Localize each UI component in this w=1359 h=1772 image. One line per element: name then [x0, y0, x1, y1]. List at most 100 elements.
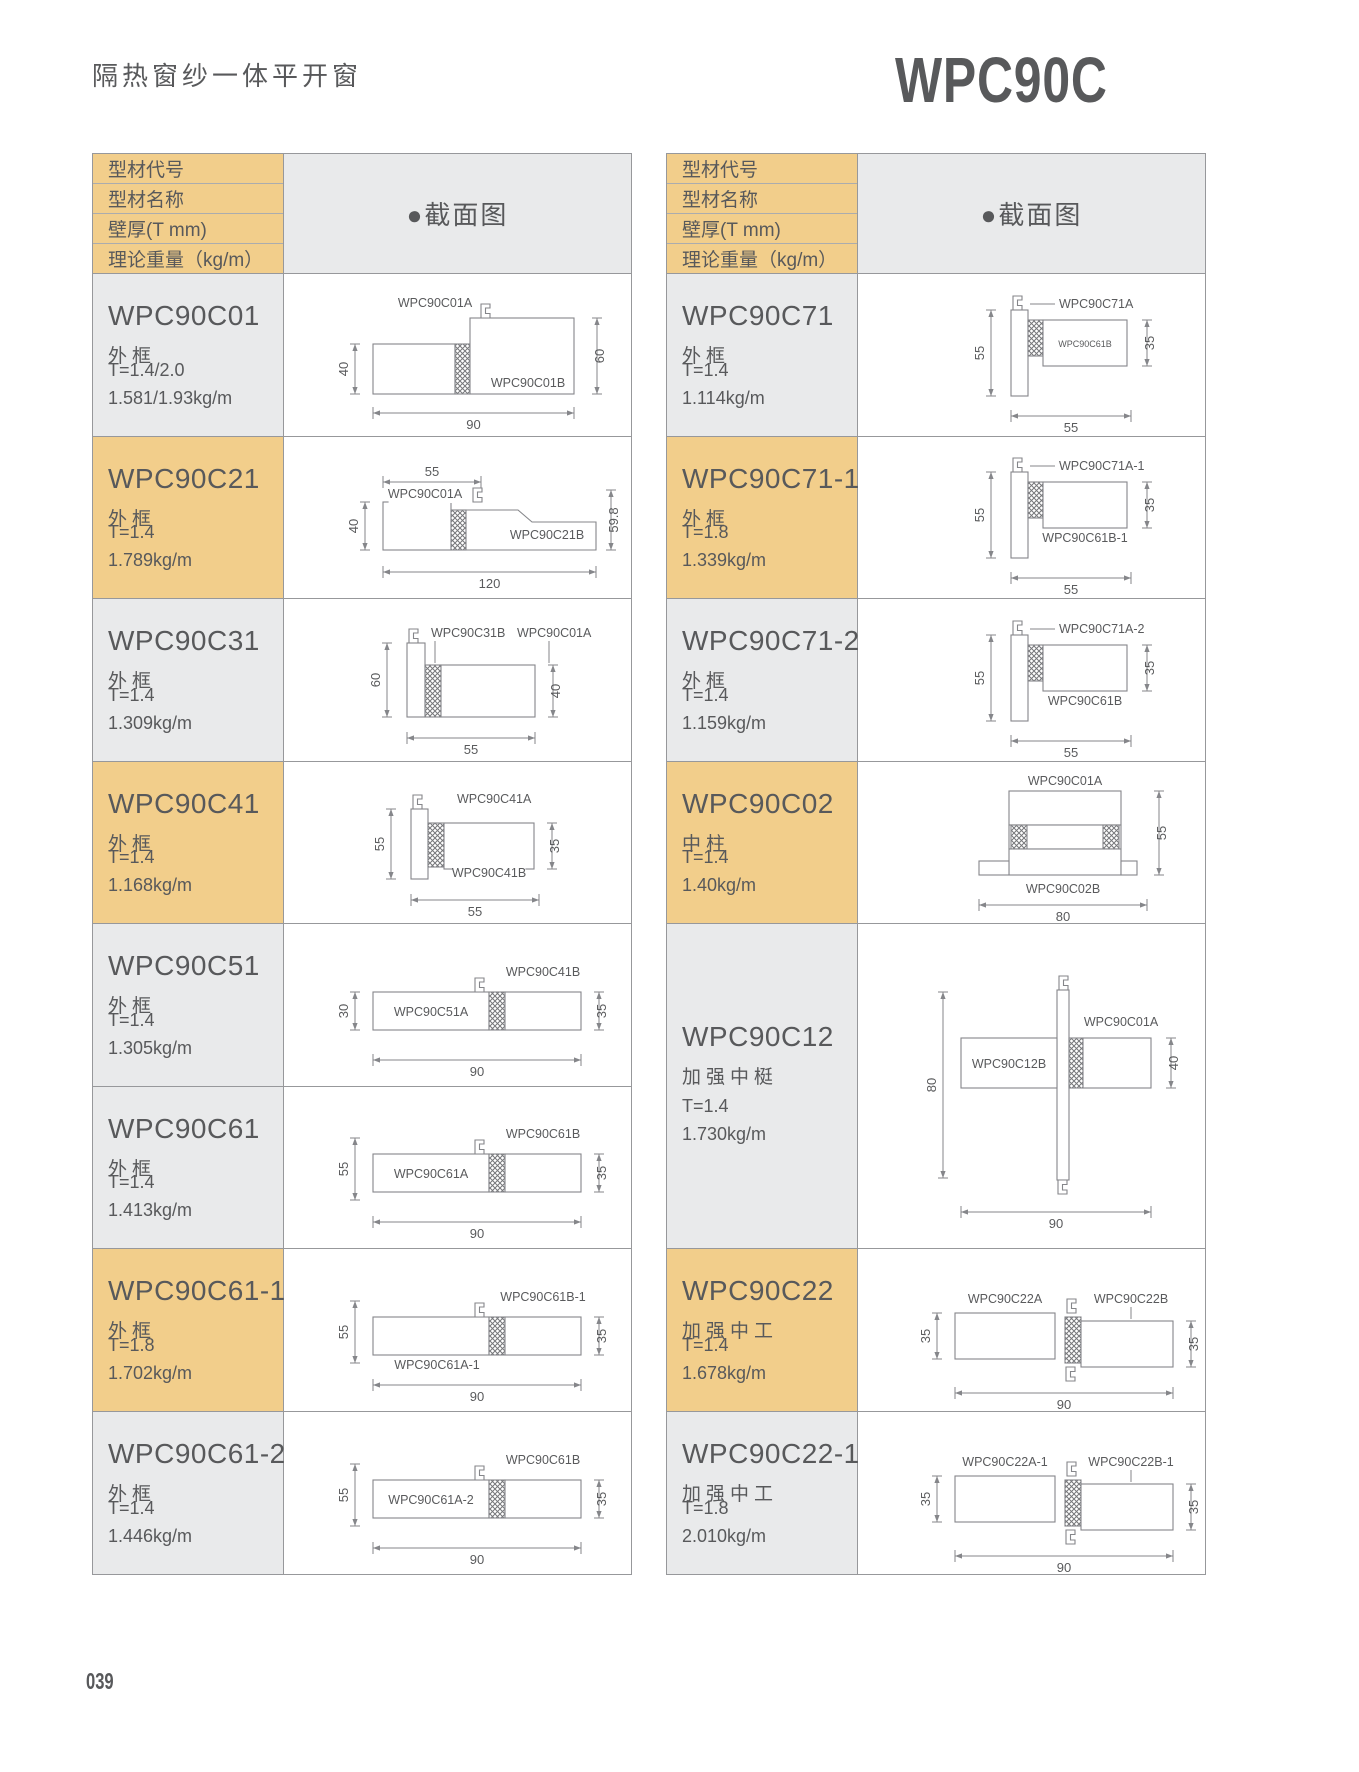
svg-text:WPC90C01B: WPC90C01B: [490, 376, 564, 390]
profile-name: 外框: [682, 508, 731, 530]
profile-thickness: T=1.4: [682, 1096, 729, 1116]
profile-code: WPC90C22: [682, 1275, 834, 1306]
profile-row: WPC90C02 中柱 T=1.4 1.40kg/m WPC90C01A WPC90C02…: [667, 761, 1205, 924]
profile-code: WPC90C61-1: [108, 1275, 286, 1306]
profile-thickness: T=1.8: [682, 1498, 729, 1518]
profile-thickness: T=1.4: [108, 847, 155, 867]
profile-name: 加强中工: [682, 1321, 779, 1342]
profile-name: 加强中梃: [682, 1067, 779, 1088]
svg-text:WPC90C41B: WPC90C41B: [451, 866, 525, 880]
svg-text:55: 55: [1063, 745, 1077, 759]
profile-specs: T=1.4 1.413kg/m: [108, 1168, 192, 1224]
profile-specs: T=1.8 2.010kg/m: [682, 1494, 766, 1550]
profile-code: WPC90C12: [682, 1021, 834, 1052]
profile-row: WPC90C61-2 外框 T=1.4 1.446kg/m WPC90C61B WPC90…: [93, 1411, 631, 1574]
header-cell: 型材代号: [667, 154, 857, 184]
profile-info-cell: WPC90C22 加强中工 T=1.4 1.678kg/m: [667, 1249, 858, 1411]
svg-text:90: 90: [469, 1064, 483, 1079]
profile-name: 外框: [682, 346, 731, 367]
header-cell: 理论重量（kg/m）: [93, 244, 283, 273]
svg-text:55: 55: [336, 1325, 351, 1339]
profile-row: WPC90C61-1 外框 T=1.8 1.702kg/m WPC90C61B-1 WPC…: [93, 1249, 631, 1412]
header-label-column: 型材代号 型材名称 壁厚(T mm) 理论重量（kg/m）: [93, 154, 284, 273]
svg-text:WPC90C41B: WPC90C41B: [505, 965, 579, 979]
profile-name: 外框: [108, 1158, 157, 1180]
svg-text:WPC90C01A: WPC90C01A: [387, 487, 462, 501]
section-label: ●截面图: [980, 200, 1083, 230]
svg-text:WPC90C61A-1: WPC90C61A-1: [394, 1358, 479, 1372]
svg-text:WPC90C61B: WPC90C61B: [1058, 339, 1112, 349]
svg-text:90: 90: [469, 1226, 483, 1241]
section-diagram-header: ●截面图: [284, 154, 631, 273]
svg-text:120: 120: [478, 576, 500, 591]
profile-thickness: T=1.4: [682, 847, 729, 867]
svg-text:55: 55: [463, 742, 477, 757]
header-cell: 型材名称: [93, 184, 283, 214]
svg-text:90: 90: [469, 1389, 483, 1404]
profile-info-cell: WPC90C61 外框 T=1.4 1.413kg/m: [93, 1086, 284, 1248]
cross-section-drawing: WPC90C22A WPC90C22B 35 35 90: [918, 1292, 1201, 1409]
svg-text:55: 55: [424, 464, 438, 479]
profile-row: WPC90C12 加强中梃 T=1.4 1.730kg/m WPC90C01A WPC90…: [667, 924, 1205, 1249]
svg-text:WPC90C71A-2: WPC90C71A-2: [1059, 622, 1144, 636]
profile-row: WPC90C41 外框 T=1.4 1.168kg/m WPC90C41A WPC90C4…: [93, 761, 631, 924]
svg-text:WPC90C01A: WPC90C01A: [517, 626, 592, 640]
profile-weight: 2.010kg/m: [682, 1526, 767, 1546]
profile-weight: 1.413kg/m: [108, 1200, 193, 1220]
svg-text:90: 90: [466, 417, 480, 432]
svg-text:35: 35: [918, 1492, 933, 1506]
cross-section-drawing: WPC90C41A WPC90C41B 55 35 55: [372, 792, 562, 919]
profile-row: WPC90C22 加强中工 T=1.4 1.678kg/m WPC90C22A WPC90…: [667, 1249, 1205, 1412]
profile-weight: 1.446kg/m: [108, 1526, 193, 1546]
profile-info-cell: WPC90C22-1 加强中工 T=1.8 2.010kg/m: [667, 1411, 860, 1574]
profile-name: 外框: [108, 346, 157, 367]
profile-code: WPC90C22-1: [682, 1437, 860, 1469]
profile-specs: T=1.8 1.339kg/m: [682, 518, 766, 574]
svg-text:90: 90: [1056, 1560, 1070, 1572]
profile-diagram-cell: WPC90C01A WPC90C01B 40 60 90: [284, 274, 631, 436]
profile-thickness: T=1.4: [108, 684, 155, 705]
profile-code: WPC90C51: [108, 950, 260, 981]
profile-specs: T=1.4 1.789kg/m: [108, 518, 192, 574]
header-label-column: 型材代号 型材名称 壁厚(T mm) 理论重量（kg/m）: [667, 154, 858, 273]
profile-diagram-cell: WPC90C71A-1 WPC90C61B-1 55 35 55: [858, 436, 1205, 598]
section-label: ●截面图: [406, 200, 509, 230]
svg-text:WPC90C61A: WPC90C61A: [393, 1167, 468, 1181]
svg-text:WPC90C12B: WPC90C12B: [971, 1057, 1045, 1071]
section-diagram-header: ●截面图: [858, 154, 1205, 273]
profile-specs: T=1.4 1.678kg/m: [682, 1331, 766, 1387]
header-cell: 壁厚(T mm): [93, 214, 283, 244]
svg-text:WPC90C01A: WPC90C01A: [1083, 1015, 1158, 1029]
profile-weight: 1.40kg/m: [682, 875, 757, 895]
svg-text:40: 40: [548, 684, 563, 698]
profile-weight: 1.789kg/m: [108, 550, 193, 570]
svg-text:WPC90C61B-1: WPC90C61B-1: [500, 1290, 585, 1304]
cross-section-drawing: WPC90C31B WPC90C01A 60 40 55: [368, 626, 592, 757]
cross-section-drawing: WPC90C01A WPC90C02B 55 80: [977, 774, 1169, 921]
profile-specs: T=1.4 1.159kg/m: [682, 681, 766, 737]
svg-text:55: 55: [1063, 582, 1077, 596]
svg-text:WPC90C22B-1: WPC90C22B-1: [1088, 1455, 1173, 1469]
svg-text:35: 35: [1142, 498, 1157, 512]
svg-text:WPC90C61B: WPC90C61B: [505, 1453, 579, 1467]
profile-code: WPC90C41: [108, 787, 260, 819]
svg-text:80: 80: [1055, 909, 1069, 921]
svg-text:WPC90C31B: WPC90C31B: [431, 626, 505, 640]
profile-specs: T=1.8 1.702kg/m: [108, 1331, 192, 1387]
profile-diagram-cell: WPC90C71A WPC90C61B 55 35 55: [858, 274, 1205, 436]
profile-diagram-cell: WPC90C01A WPC90C12B 80 40 90: [858, 924, 1205, 1248]
profile-specs: T=1.4 1.114kg/m: [682, 356, 765, 412]
profile-row: WPC90C31 外框 T=1.4 1.309kg/m WPC90C31B WPC90C0…: [93, 599, 631, 762]
svg-text:35: 35: [1142, 661, 1157, 675]
profile-info-cell: WPC90C21 外框 T=1.4 1.789kg/m: [93, 436, 284, 598]
profile-row: WPC90C51 外框 T=1.4 1.305kg/m WPC90C41B WPC90C5…: [93, 924, 631, 1087]
profile-weight: 1.702kg/m: [108, 1362, 193, 1383]
series-code: WPC90C: [895, 44, 1108, 116]
svg-text:WPC90C61B: WPC90C61B: [505, 1127, 579, 1141]
profile-code: WPC90C21: [108, 462, 260, 494]
svg-text:WPC90C71A: WPC90C71A: [1059, 297, 1134, 311]
profile-thickness: T=1.8: [682, 522, 729, 542]
svg-text:30: 30: [336, 1004, 351, 1018]
profile-info-cell: WPC90C61-2 外框 T=1.4 1.446kg/m: [93, 1411, 285, 1574]
profile-name: 外框: [108, 508, 157, 530]
